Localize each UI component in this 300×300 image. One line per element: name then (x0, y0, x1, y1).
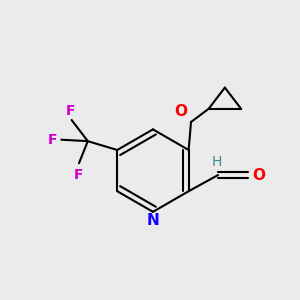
Text: O: O (252, 167, 265, 182)
Text: N: N (147, 213, 159, 228)
Text: F: F (65, 104, 75, 118)
Text: F: F (74, 168, 84, 182)
Text: F: F (47, 133, 57, 147)
Text: O: O (174, 104, 187, 119)
Text: H: H (212, 154, 222, 169)
